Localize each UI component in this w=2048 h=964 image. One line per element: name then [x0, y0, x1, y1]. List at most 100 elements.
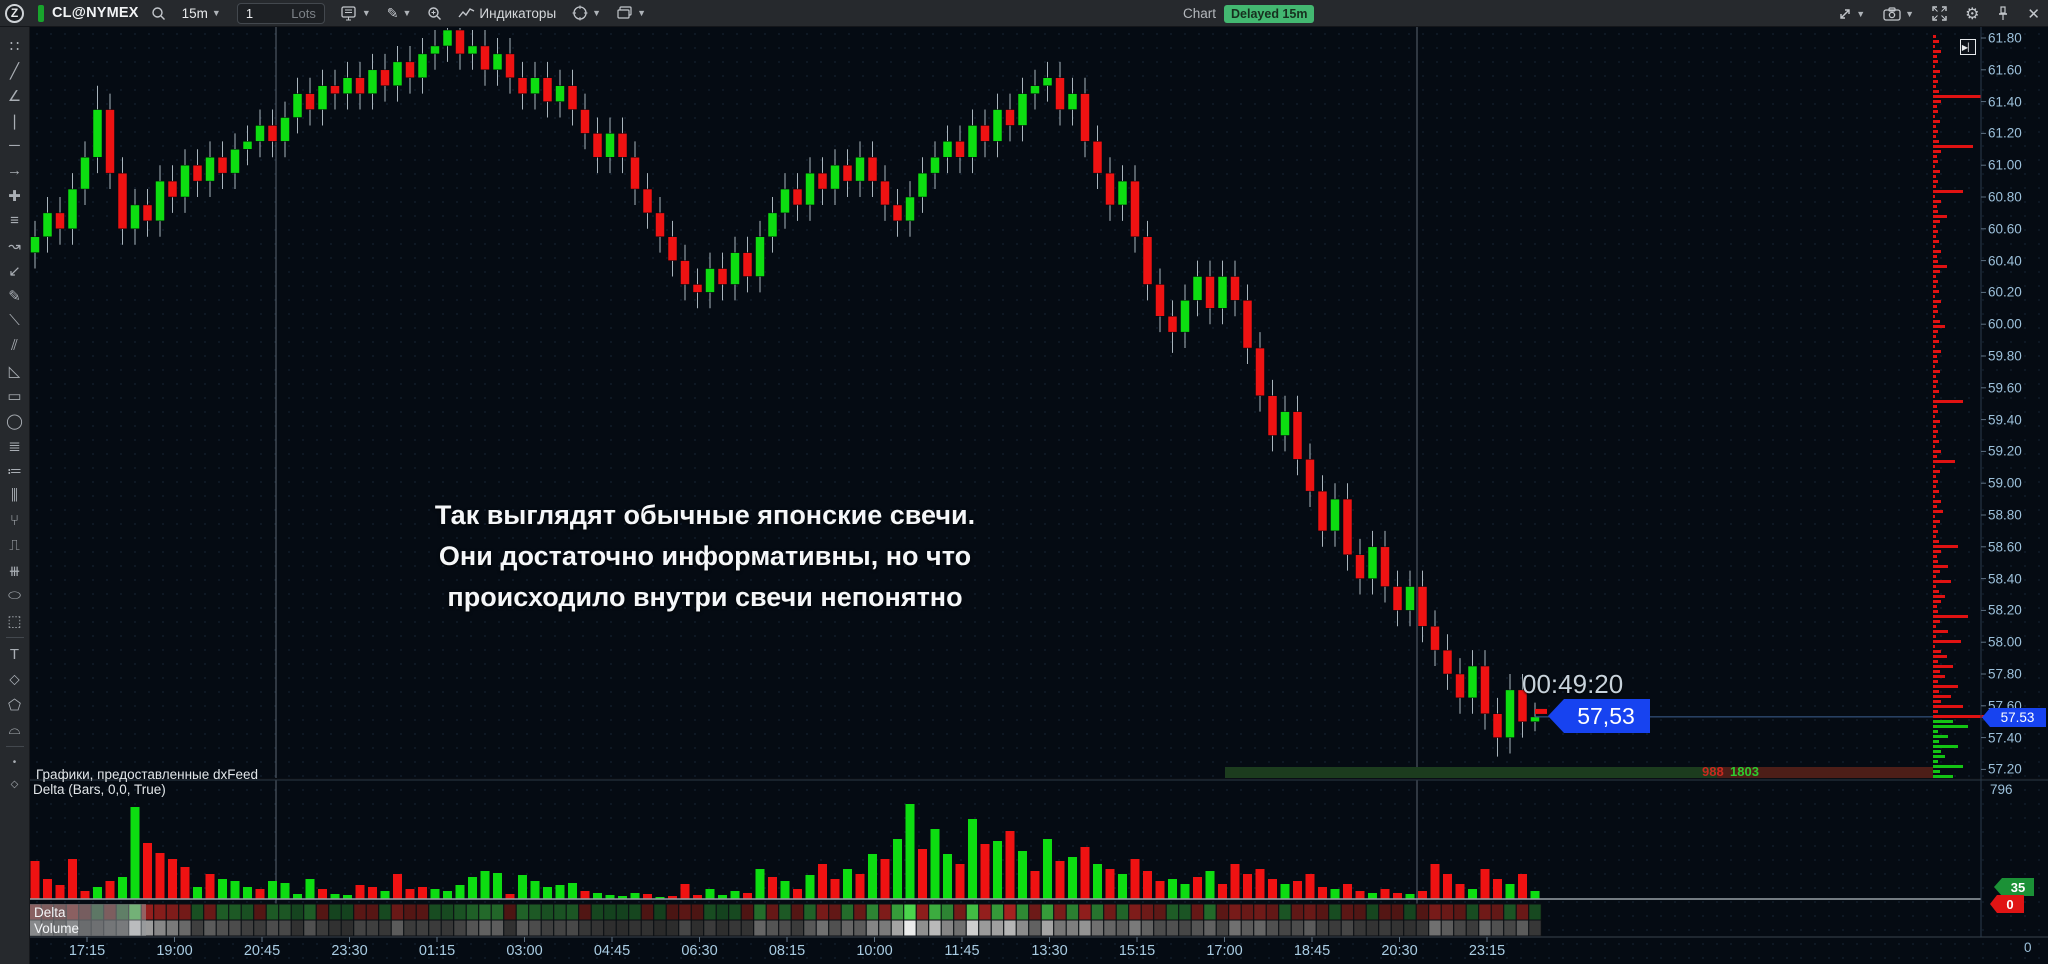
callout-tool-icon[interactable]: ⌓	[8, 721, 21, 738]
settings-button[interactable]: ⚙	[1961, 4, 1983, 24]
candle-down	[1155, 284, 1165, 317]
delta-histogram-bar	[418, 887, 427, 899]
delta-heat-cell	[390, 903, 405, 921]
hatch-tool-icon[interactable]: ⫽	[11, 337, 18, 354]
candle-down	[517, 77, 528, 94]
go-to-latest-button[interactable]: ▶▏	[1960, 39, 1976, 55]
candle-up	[1030, 85, 1040, 94]
quantity-input[interactable]: 1 Lots	[236, 2, 325, 24]
levels-alt-tool-icon[interactable]: ≔	[7, 462, 22, 480]
delta-histogram-bar	[593, 893, 602, 899]
time-axis-label: 18:45	[1293, 943, 1331, 959]
layout-button[interactable]: ▼	[613, 6, 650, 20]
candle-down	[592, 133, 603, 158]
delta-histogram-bar	[493, 873, 502, 899]
chart-type-button[interactable]: ▼	[337, 5, 375, 21]
volume-profile-bar	[1933, 565, 1948, 568]
chevron-down-icon: ▼	[1905, 8, 1915, 19]
indicator-name-label[interactable]: Delta (Bars, 0,0, True)	[33, 782, 166, 797]
volume-profile-bar	[1933, 430, 1938, 433]
dashed-rect-tool-icon[interactable]: ⬚	[7, 612, 22, 630]
candle-down	[792, 188, 803, 206]
delta-heat-cell	[1253, 903, 1267, 921]
ellipse-tool-icon[interactable]: ◯	[6, 412, 23, 430]
volume-heat-cell	[890, 919, 905, 937]
tag-tool-icon[interactable]: ⬦	[9, 671, 20, 688]
candle-up	[492, 53, 503, 71]
drawing-tools-button[interactable]: ✎ ▼	[383, 5, 416, 22]
trend-arrow-tool-icon[interactable]: ↙	[8, 262, 21, 280]
delta-row-label[interactable]: Delta	[30, 904, 146, 920]
bars-pattern-tool-icon[interactable]: ⫼	[11, 487, 18, 504]
volume-profile-bar	[1933, 185, 1936, 188]
text-tool-icon[interactable]: T	[9, 646, 20, 663]
symbol-label[interactable]: CL@NYMEX	[52, 5, 139, 21]
cross-tool-icon[interactable]: ✚	[8, 187, 21, 205]
delta-histogram-bar	[730, 891, 740, 899]
indicators-button[interactable]: Индикаторы	[454, 6, 560, 21]
delta-histogram-bar	[280, 883, 290, 899]
delta-heat-cell	[915, 903, 930, 921]
delta-histogram-bar	[1355, 891, 1365, 899]
delta-histogram-bar	[718, 895, 727, 899]
delta-histogram-bar	[30, 861, 40, 899]
curve-tool-icon[interactable]: ↝	[8, 237, 21, 255]
timeframe-selector[interactable]: 15m ▼	[178, 6, 225, 21]
close-button[interactable]: ✕	[2023, 5, 2044, 23]
delta-histogram-bar	[1443, 874, 1452, 899]
screenshot-button[interactable]: ▼	[1879, 6, 1918, 21]
drag-handle-icon[interactable]: ∷	[9, 37, 20, 55]
delta-heat-cell	[1490, 903, 1505, 921]
volume-heat-cell	[478, 919, 492, 937]
zoom-in-button[interactable]	[423, 6, 446, 21]
angle-tool-icon[interactable]: ∠	[7, 87, 22, 105]
volume-profile-bar	[1933, 600, 1941, 603]
diamond-tool-icon[interactable]: ◇	[10, 778, 19, 790]
chart-area[interactable]: Так выглядят обычные японские свечи. Они…	[30, 27, 2048, 964]
arrow-tool-icon[interactable]: →	[7, 162, 22, 179]
fullscreen-button[interactable]	[1928, 6, 1951, 21]
delta-histogram-bar	[443, 891, 452, 899]
label-tool-icon[interactable]: ⬠	[7, 696, 22, 714]
volume-heat-cell	[1028, 919, 1042, 937]
fib-tool-icon[interactable]: ⧻	[8, 562, 21, 580]
window-resize-button[interactable]: ▼	[1834, 7, 1869, 21]
levels-tool-icon[interactable]: ≣	[8, 437, 21, 455]
dot-tool-icon[interactable]: •	[12, 756, 17, 768]
delta-histogram-bar	[1130, 859, 1140, 899]
pin-button[interactable]	[1993, 6, 2013, 21]
pitchfork-tool-icon[interactable]: ⑂	[9, 512, 19, 529]
triangle-tool-icon[interactable]: ◺	[8, 362, 21, 380]
brush-tool-icon[interactable]: ✎	[8, 287, 21, 305]
chevron-down-icon: ▼	[211, 8, 221, 18]
delta-histogram-bar	[1430, 864, 1440, 899]
line-tool-icon[interactable]: ╱	[9, 62, 20, 80]
volume-heat-cell	[740, 919, 755, 937]
candle-up	[1405, 586, 1415, 611]
candle-down	[117, 172, 128, 230]
quantity-value: 1	[245, 5, 254, 21]
delta-histogram-bar	[1143, 871, 1152, 899]
delta-heat-cell	[953, 903, 967, 921]
volume-profile-bar	[1933, 690, 1939, 693]
volume-heat-cell	[915, 919, 930, 937]
ruler-tool-icon[interactable]: ⟍	[9, 312, 20, 329]
volume-profile-bar	[1933, 705, 1963, 708]
delta-histogram-bar	[768, 877, 777, 899]
steps-tool-icon[interactable]: ⎍	[9, 537, 20, 554]
delta-histogram-bar	[405, 889, 415, 899]
delta-heat-cell	[428, 903, 442, 921]
parallel-lines-tool-icon[interactable]: ≡	[10, 212, 19, 229]
volume-profile-bar	[1933, 85, 1936, 88]
delta-heat-cell	[665, 903, 680, 921]
rectangle-tool-icon[interactable]: ▭	[7, 387, 22, 405]
volume-profile-bar	[1933, 125, 1936, 128]
atas-logo[interactable]: Z	[5, 3, 24, 23]
chart-tab-label: Chart	[1183, 6, 1217, 21]
volume-row-label[interactable]: Volume	[30, 920, 146, 936]
horizontal-line-tool-icon[interactable]: ─	[9, 137, 20, 154]
target-button[interactable]: ▼	[568, 5, 605, 21]
vertical-line-tool-icon[interactable]: ❘	[8, 112, 21, 130]
dashed-ellipse-tool-icon[interactable]: ⬭	[8, 587, 21, 604]
search-icon[interactable]	[147, 6, 170, 21]
